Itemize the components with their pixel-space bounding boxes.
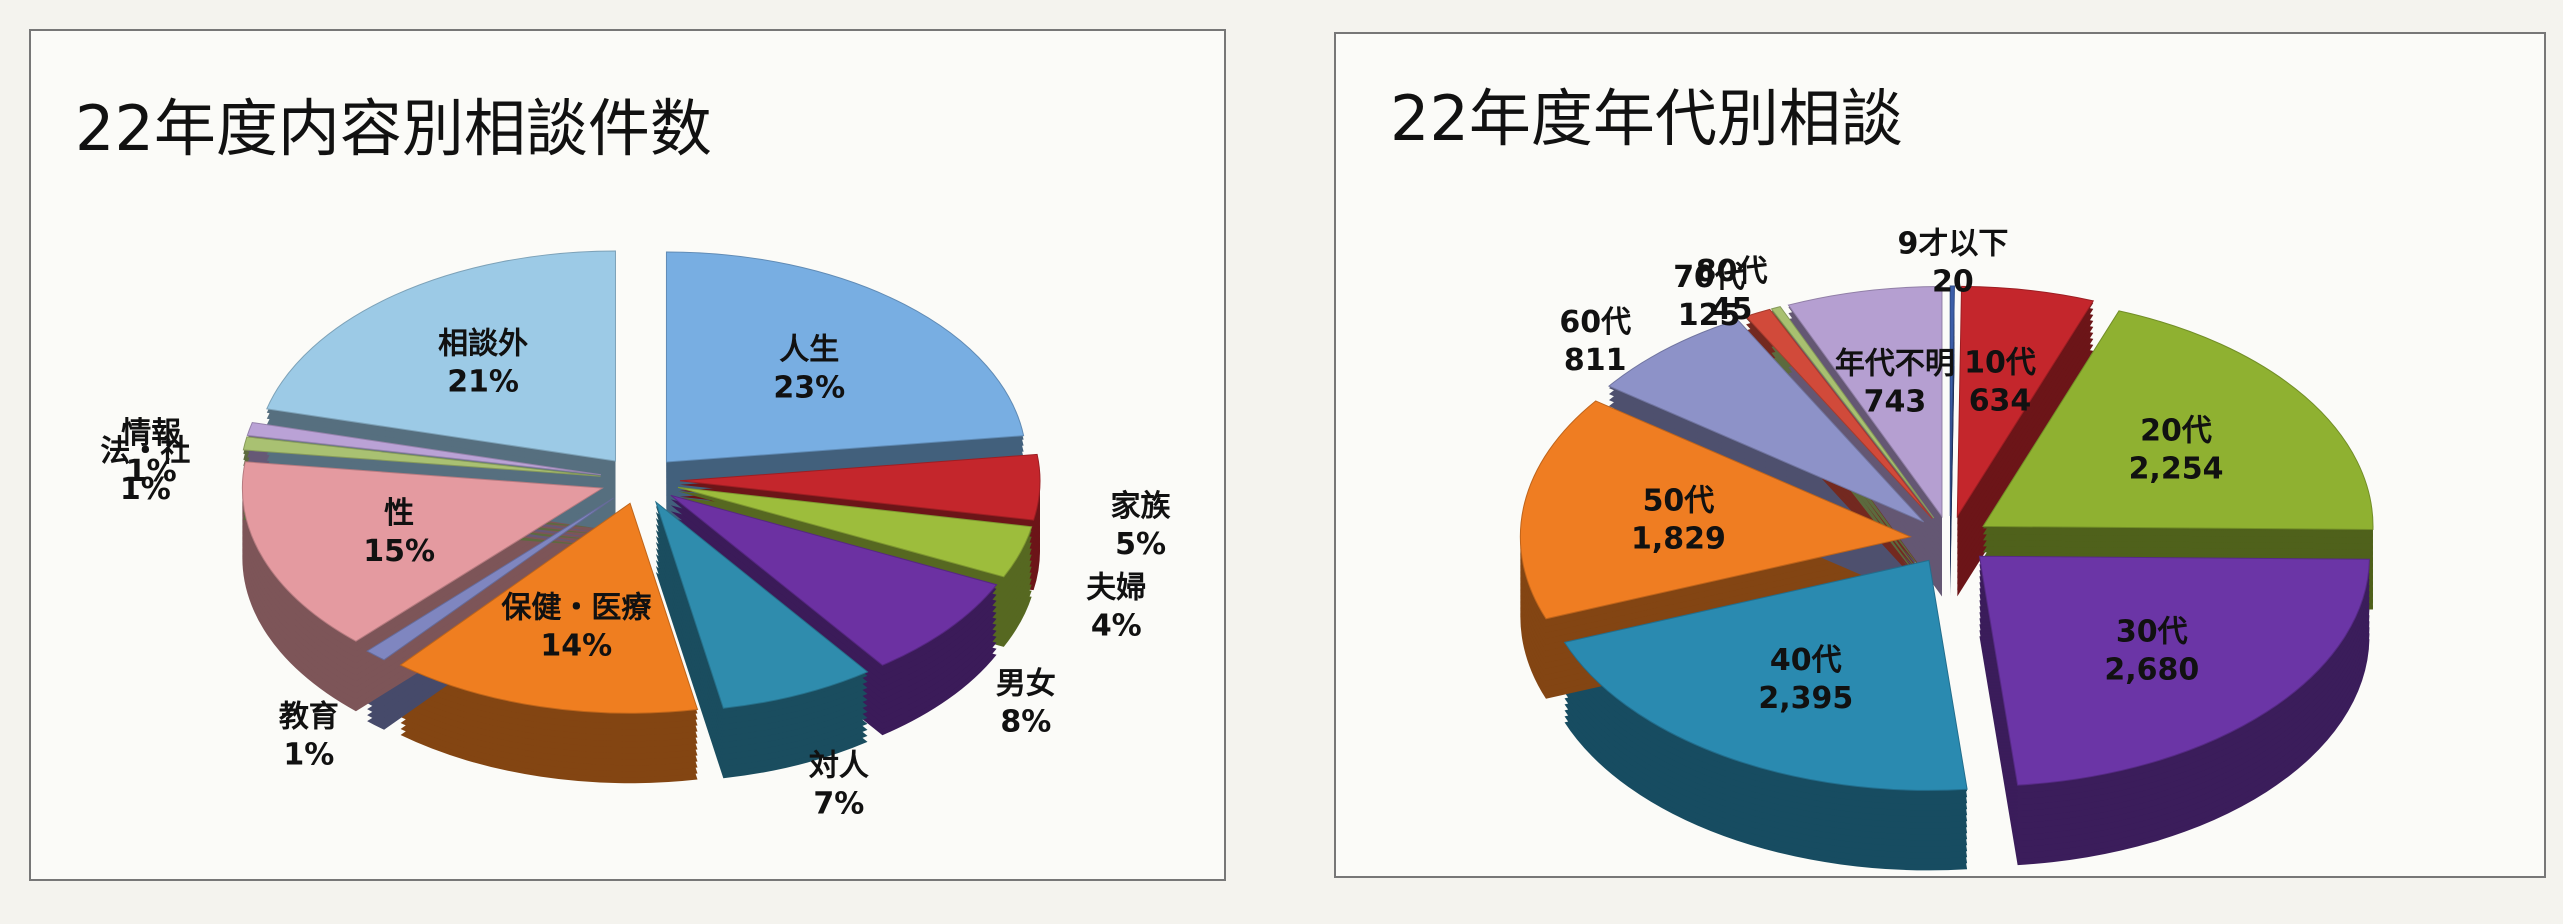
slice: [1519, 400, 1912, 620]
slice: [1982, 310, 2374, 530]
value-label: 2,395: [1758, 681, 1853, 716]
slice-label: 教育: [279, 700, 339, 735]
slice: [1770, 306, 1935, 519]
value-label: 7%: [813, 787, 864, 822]
chart-title: 22年度内容別相談件数: [75, 92, 712, 165]
slice: [1608, 319, 1925, 523]
slice-label: 性: [384, 496, 414, 531]
slice: [654, 500, 869, 709]
slice-label: 夫婦: [1086, 570, 1146, 605]
slice: [679, 453, 1041, 521]
slice: [1563, 559, 1968, 791]
value-label: 125: [1678, 298, 1741, 333]
slice-label: 70代: [1673, 260, 1745, 295]
slice: [1949, 285, 1955, 517]
slice: [366, 497, 614, 661]
slice-label: 相談外: [438, 326, 528, 361]
value-label: 2,254: [2129, 451, 2224, 486]
slice-label: 60代: [1559, 305, 1631, 340]
value-label: 14%: [540, 628, 612, 663]
slice-label: 50代: [1643, 483, 1715, 518]
slice-label: 40代: [1770, 643, 1842, 678]
slice-label: 保健・医療: [501, 590, 651, 625]
slice-label: 男女: [996, 667, 1056, 702]
value-label: 15%: [363, 534, 435, 569]
value-label: 2,680: [2104, 653, 2199, 688]
value-label: 21%: [447, 364, 519, 399]
slice: [1787, 285, 1943, 519]
slice: [266, 250, 616, 462]
value-label: 1%: [126, 454, 177, 489]
slice-label: 30代: [2116, 615, 2188, 650]
value-label: 5%: [1115, 527, 1166, 562]
value-label: 23%: [773, 370, 845, 405]
slice: [242, 436, 601, 477]
slice: [399, 502, 699, 714]
slice-label: 情報: [121, 416, 182, 451]
slice-label: 法・社: [100, 434, 190, 469]
value-label: 20: [1932, 265, 1974, 300]
value-label: 1,829: [1631, 521, 1726, 556]
value-label: 634: [1969, 384, 2032, 419]
value-label: 1%: [120, 472, 171, 507]
slice: [665, 251, 1025, 463]
chart-title: 22年度年代別相談: [1390, 82, 1903, 155]
value-label: 743: [1864, 384, 1927, 419]
slice-label: 年代不明: [1835, 346, 1955, 381]
slice: [670, 494, 998, 666]
slice: [1745, 308, 1933, 519]
slice-label: 80代: [1696, 254, 1768, 289]
value-label: 1%: [283, 738, 334, 773]
slice-side: [678, 497, 1032, 587]
slice-label: 対人: [809, 749, 869, 784]
value-label: 45: [1711, 292, 1753, 327]
slice: [246, 421, 602, 476]
slice-label: 10代: [1964, 346, 2036, 381]
slice: [1956, 285, 2095, 519]
slice: [1978, 555, 2370, 786]
value-label: 8%: [1000, 705, 1051, 740]
slice-label: 人生: [779, 332, 839, 367]
value-label: 4%: [1091, 608, 1142, 643]
slice-label: 20代: [2140, 413, 2212, 448]
slice: [241, 461, 604, 642]
value-label: 811: [1564, 343, 1627, 378]
slice: [677, 486, 1033, 578]
slice-label: 9才以下: [1897, 227, 2008, 262]
slice-label: 家族: [1111, 489, 1172, 524]
